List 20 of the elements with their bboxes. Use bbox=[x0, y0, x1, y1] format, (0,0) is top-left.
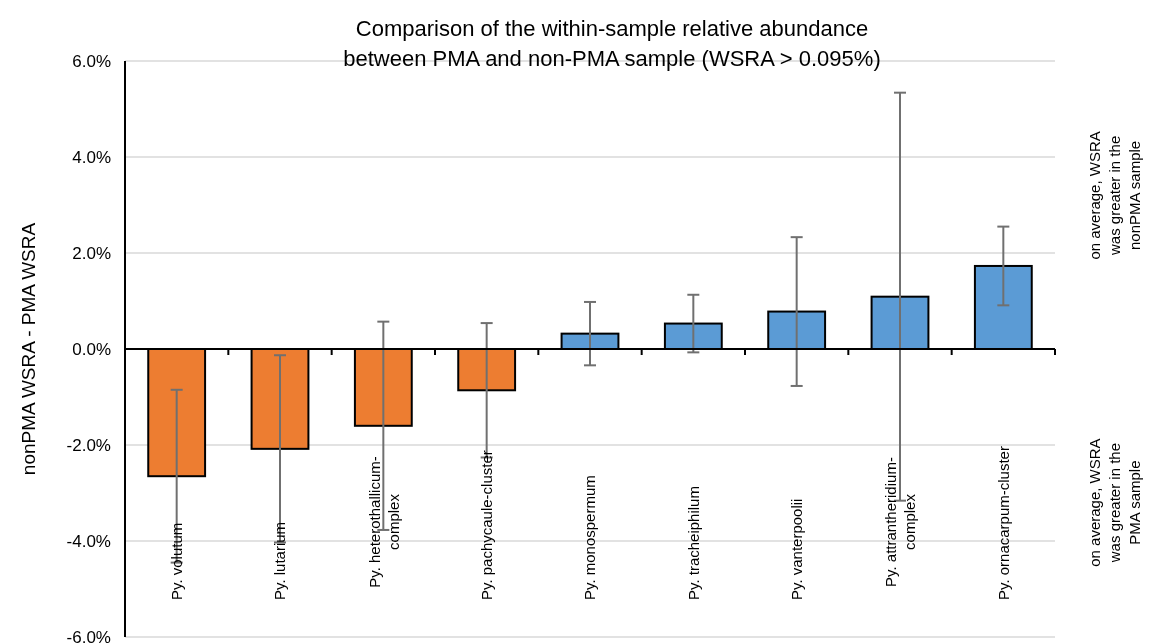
text: on average, WSRA was greater in the PMA sample bbox=[1086, 438, 1143, 567]
y-tick-label: 4.0% bbox=[72, 147, 111, 167]
x-tick-label: Py. pachycaule-cluster bbox=[477, 450, 495, 600]
x-tick-label: Py. volutum bbox=[167, 522, 185, 600]
y-tick-label: 2.0% bbox=[72, 243, 111, 263]
x-tick-label: Py. heterothallicum- complex bbox=[365, 456, 402, 588]
x-tick-label: Py. lutarium bbox=[271, 521, 289, 600]
y-tick-label: 6.0% bbox=[72, 51, 111, 71]
x-tick-label: Py. vanterpoolii bbox=[787, 498, 805, 600]
y-tick-label: 0.0% bbox=[72, 339, 111, 359]
y-axis-title: nonPMA WSRA - PMA WSRA bbox=[18, 222, 39, 476]
x-tick-label: Py. attrantheridium- complex bbox=[882, 457, 919, 587]
y-tick-label: -6.0% bbox=[66, 627, 111, 644]
x-tick-label: Py. monospermum bbox=[581, 475, 599, 600]
y-tick-label: -4.0% bbox=[66, 531, 111, 551]
x-tick-label: Py. tracheiphilum bbox=[684, 486, 702, 600]
x-tick-label: Py. ornacarpum-cluster bbox=[994, 446, 1012, 600]
chart-title: Comparison of the within-sample relative abundance between PMA and non-PMA sample (WSRA > 0.095%) bbox=[343, 16, 881, 71]
y-tick-label: -2.0% bbox=[66, 435, 111, 455]
text: on average, WSRA was greater in the nonPMA sample bbox=[1086, 131, 1143, 260]
